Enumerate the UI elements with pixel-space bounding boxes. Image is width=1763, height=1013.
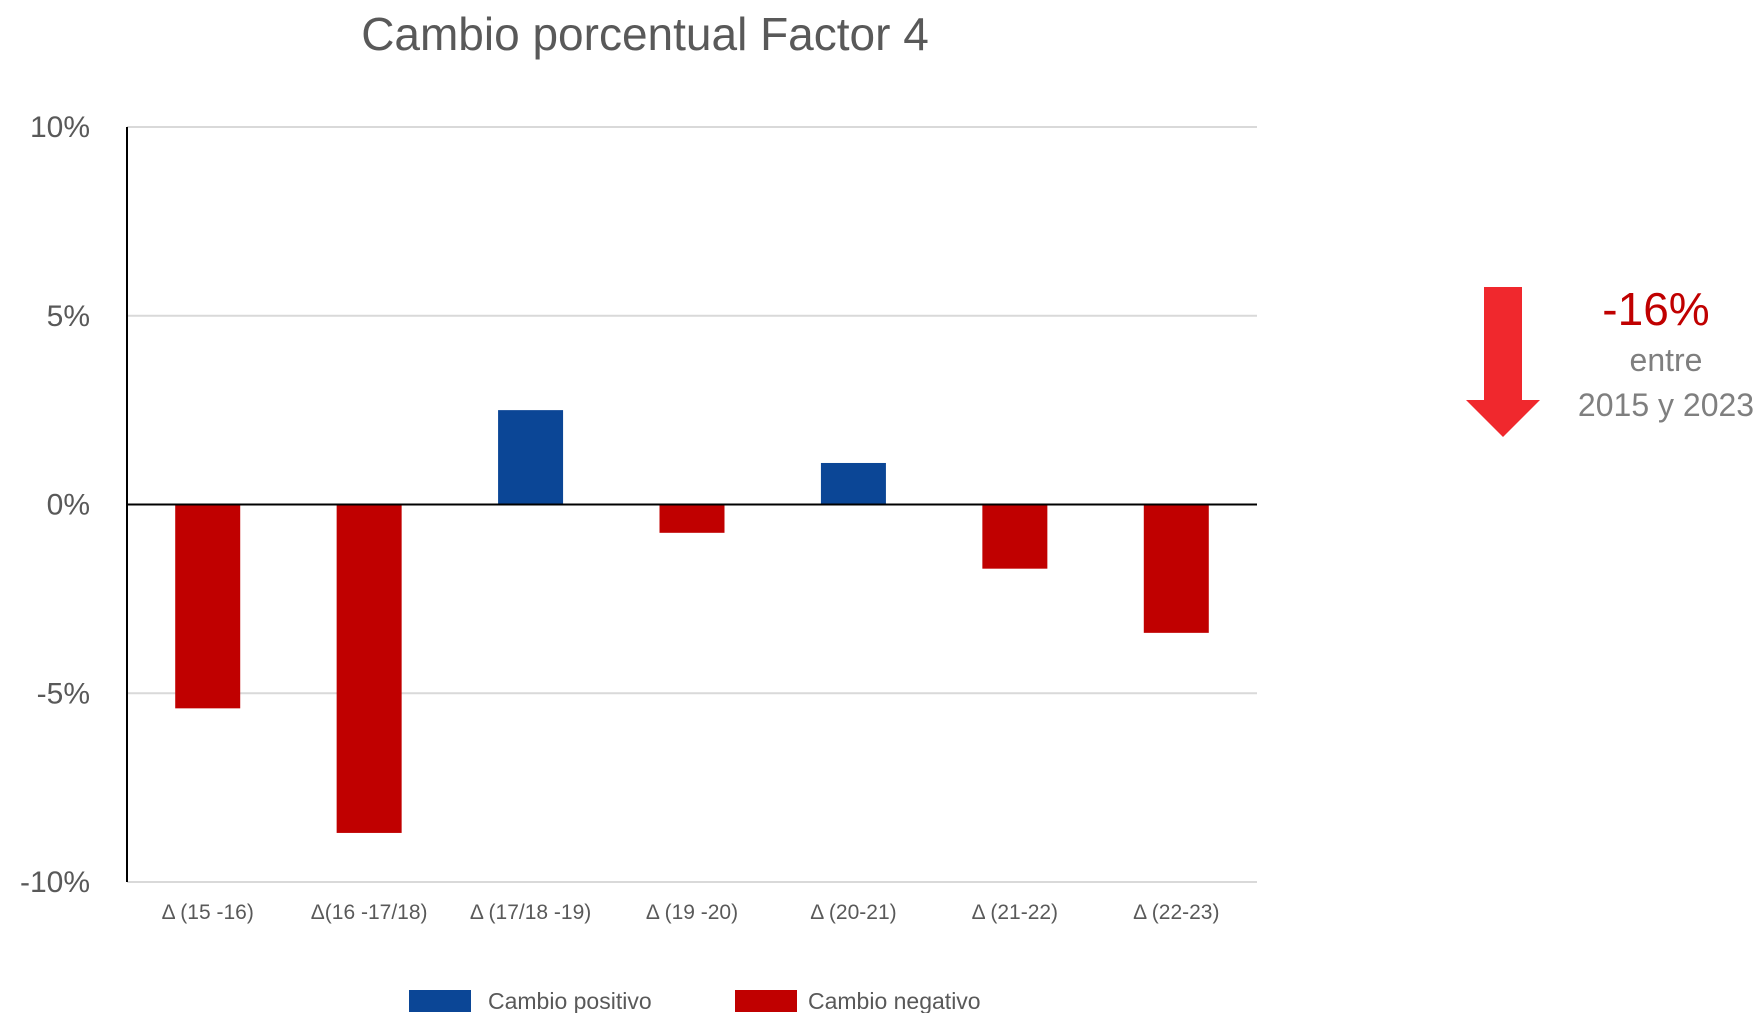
legend: Cambio positivo Cambio negativo xyxy=(409,988,981,1013)
bar xyxy=(498,410,564,505)
y-tick-label: -5% xyxy=(37,677,90,710)
y-axis-ticks: 10% 5% 0% -5% -10% xyxy=(20,111,90,899)
legend-label: Cambio negativo xyxy=(808,988,981,1013)
x-tick-label: Δ (21-22) xyxy=(972,901,1058,924)
bar xyxy=(982,504,1048,569)
bar xyxy=(1143,504,1209,633)
x-tick-label: Δ (20-21) xyxy=(810,901,896,924)
x-tick-label: Δ (17/18 -19) xyxy=(470,901,591,924)
bars xyxy=(175,410,1209,833)
x-tick-label: Δ (19 -20) xyxy=(646,901,738,924)
bar xyxy=(175,504,241,709)
callout: -16% entre 2015 y 2023 xyxy=(1466,283,1754,437)
y-tick-label: 10% xyxy=(30,111,90,144)
callout-value: -16% xyxy=(1602,283,1709,335)
y-tick-label: -10% xyxy=(20,866,90,899)
x-tick-label: Δ (15 -16) xyxy=(162,901,254,924)
bar xyxy=(336,504,402,833)
legend-label: Cambio positivo xyxy=(488,988,652,1013)
x-tick-label: Δ(16 -17/18) xyxy=(311,901,428,924)
legend-swatch xyxy=(735,990,797,1012)
x-axis-ticks: Δ (15 -16) Δ(16 -17/18) Δ (17/18 -19) Δ (19… xyxy=(162,901,1220,924)
x-tick-label: Δ (22-23) xyxy=(1133,901,1219,924)
y-tick-label: 5% xyxy=(47,300,90,333)
down-arrow-icon xyxy=(1466,287,1540,437)
callout-line2: 2015 y 2023 xyxy=(1578,387,1754,423)
bar xyxy=(820,462,886,505)
callout-line1: entre xyxy=(1630,342,1703,378)
grid-lines xyxy=(127,126,1257,883)
y-tick-label: 0% xyxy=(47,489,90,522)
legend-swatch xyxy=(409,990,471,1012)
axes xyxy=(126,127,1257,882)
chart-title: Cambio porcentual Factor 4 xyxy=(361,8,929,60)
bar xyxy=(659,504,725,533)
